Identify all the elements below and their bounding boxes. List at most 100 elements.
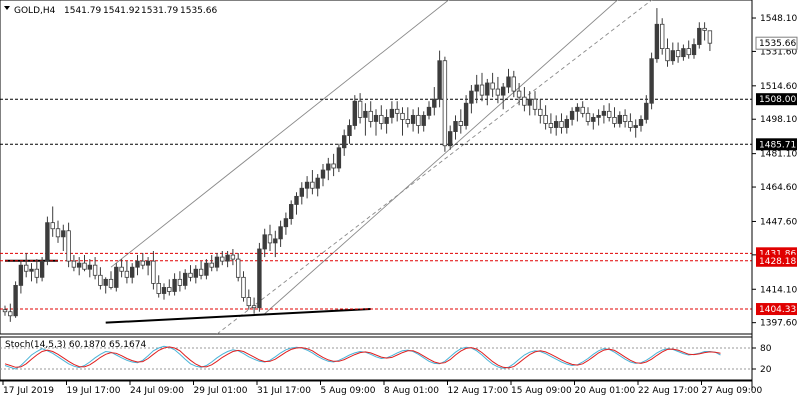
candle bbox=[39, 257, 45, 282]
candle-body bbox=[702, 27, 707, 31]
candle-body bbox=[405, 119, 410, 124]
candle bbox=[532, 91, 538, 116]
price-axis[interactable]: 1548.10 1531.60 1514.60 1498.10 1481.10 1464.… bbox=[751, 0, 798, 390]
candle bbox=[92, 257, 98, 280]
candle-body bbox=[8, 311, 13, 317]
candle-body bbox=[389, 108, 395, 118]
candle bbox=[87, 259, 92, 278]
chart-header: GOLD,H4 1541.79 1541.92 1531.79 1535.66 bbox=[4, 6, 217, 16]
low-value: 1531.79 bbox=[141, 6, 178, 16]
candle-body bbox=[686, 48, 691, 56]
candle-body bbox=[601, 110, 607, 116]
candle bbox=[82, 255, 87, 272]
candle bbox=[151, 251, 156, 290]
candle bbox=[670, 42, 675, 65]
candle bbox=[214, 253, 220, 272]
candle bbox=[368, 101, 373, 128]
candle bbox=[506, 68, 511, 94]
candle-body bbox=[225, 254, 230, 262]
candle-body bbox=[437, 60, 442, 100]
candle bbox=[554, 115, 559, 136]
candle bbox=[267, 224, 273, 252]
symbol-label: GOLD,H4 bbox=[14, 6, 56, 16]
candle-body bbox=[490, 82, 495, 90]
candle-body bbox=[2, 309, 8, 313]
level-price-label: 1428.18 bbox=[759, 257, 796, 267]
candle bbox=[161, 283, 167, 300]
price-tick-label: 1531.60 bbox=[760, 47, 797, 57]
candle bbox=[379, 105, 384, 130]
stochastic-pane[interactable]: 20 80 Stoch(14,5,3) 60.1870 65.1674 bbox=[0, 336, 772, 381]
candle-body bbox=[251, 305, 257, 309]
candle bbox=[394, 101, 400, 122]
candle bbox=[585, 107, 591, 126]
candle bbox=[490, 72, 495, 98]
candle bbox=[500, 82, 506, 110]
trend-channels[interactable] bbox=[5, 0, 699, 334]
candle bbox=[596, 109, 601, 126]
candle-body bbox=[87, 264, 92, 270]
candle bbox=[50, 206, 55, 237]
candle-body bbox=[336, 147, 342, 169]
time-axis[interactable]: 17 Jul 2019 19 Jul 17:00 24 Jul 09:00 29 Ju… bbox=[0, 380, 762, 396]
candle-body bbox=[50, 222, 55, 230]
candle-body bbox=[458, 121, 463, 126]
candle-body bbox=[230, 254, 236, 260]
candle bbox=[294, 192, 299, 215]
candle bbox=[405, 107, 410, 128]
price-tick-label: 1397.60 bbox=[760, 319, 797, 329]
candle bbox=[34, 259, 39, 284]
candle-body bbox=[463, 102, 469, 126]
candle-body bbox=[214, 256, 220, 268]
candle-body bbox=[193, 268, 198, 278]
candle-body bbox=[591, 117, 596, 122]
candle-body bbox=[453, 121, 458, 132]
candle bbox=[453, 115, 458, 140]
level-price-tag bbox=[756, 93, 797, 106]
candle bbox=[347, 119, 352, 144]
candle-body bbox=[628, 121, 633, 128]
stoch-level-label: 20 bbox=[760, 365, 772, 375]
candle-body bbox=[204, 262, 209, 276]
candle bbox=[326, 157, 331, 181]
horizontal-levels[interactable] bbox=[0, 98, 752, 310]
candle-body bbox=[39, 260, 45, 278]
candle bbox=[400, 107, 405, 136]
candle bbox=[320, 163, 326, 187]
time-tick-label: 29 Jul 01:00 bbox=[194, 386, 248, 396]
candle bbox=[66, 222, 71, 268]
candle bbox=[61, 224, 66, 252]
candle-body bbox=[108, 278, 114, 288]
candle-body bbox=[326, 163, 331, 171]
candle-body bbox=[18, 264, 24, 286]
candle-body bbox=[129, 266, 135, 278]
candle bbox=[559, 113, 564, 134]
candle-body bbox=[617, 114, 622, 124]
candle bbox=[251, 297, 257, 314]
candle-body bbox=[607, 110, 612, 118]
candle bbox=[23, 253, 29, 278]
time-tick-label: 22 Aug 17:00 bbox=[638, 386, 699, 396]
candle-body bbox=[246, 297, 251, 307]
time-tick-label: 31 Jul 17:00 bbox=[257, 386, 311, 396]
candle bbox=[638, 115, 644, 132]
channel-line-upper bbox=[110, 0, 450, 268]
level-price-label: 1431.86 bbox=[759, 249, 796, 259]
candles[interactable] bbox=[2, 8, 713, 322]
candle bbox=[569, 107, 575, 126]
candle-body bbox=[421, 114, 426, 126]
dropdown-triangle-icon[interactable] bbox=[4, 6, 10, 10]
candle-body bbox=[188, 272, 193, 278]
candle-body bbox=[649, 58, 654, 104]
candle-body bbox=[220, 256, 225, 262]
candle-body bbox=[320, 169, 326, 179]
stoch-level-label: 80 bbox=[760, 344, 772, 354]
candle bbox=[373, 109, 379, 136]
candle-body bbox=[299, 187, 304, 197]
time-tick-label: 12 Aug 17:00 bbox=[448, 386, 509, 396]
level-price-tag bbox=[756, 138, 797, 151]
candle-body bbox=[273, 238, 278, 244]
candle bbox=[580, 101, 585, 118]
price-tick-label: 1414.10 bbox=[760, 285, 797, 295]
